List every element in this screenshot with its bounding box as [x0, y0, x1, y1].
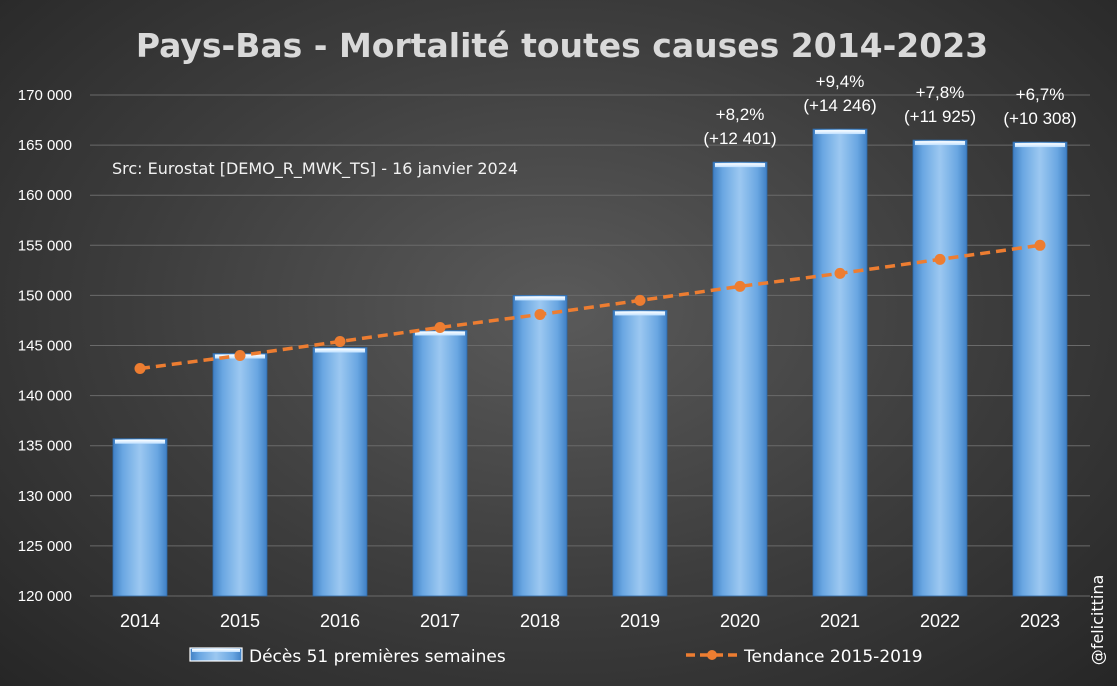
- data-label-pct: +9,4%: [816, 72, 865, 91]
- data-label-abs: (+10 308): [1003, 109, 1076, 128]
- bar: [412, 330, 468, 597]
- legend: Décès 51 premières semaines Tendance 201…: [189, 647, 923, 667]
- y-tick-label: 120 000: [18, 588, 72, 605]
- x-tick-label: 2015: [220, 611, 260, 631]
- bar: [312, 347, 368, 597]
- trend-point: [334, 335, 346, 347]
- bar-highlight: [1015, 143, 1065, 148]
- bar: [1012, 141, 1068, 597]
- y-tick-label: 170 000: [18, 87, 72, 104]
- y-tick-label: 145 000: [18, 338, 72, 355]
- data-label-abs: (+12 401): [703, 129, 776, 148]
- bar-highlight: [515, 296, 565, 301]
- y-tick-label: 155 000: [18, 237, 72, 254]
- trend-point: [634, 294, 646, 306]
- trend-point: [134, 363, 146, 375]
- bar-highlight: [915, 141, 965, 146]
- y-tick-label: 150 000: [18, 287, 72, 304]
- x-tick-label: 2023: [1020, 611, 1060, 631]
- bar: [712, 161, 768, 597]
- data-label-abs: (+11 925): [904, 107, 976, 126]
- y-axis: 120 000 125 000 130 000 135 000 140 000 145 0…: [18, 87, 72, 605]
- trend-point: [934, 253, 946, 265]
- bar: [612, 310, 668, 597]
- x-tick-label: 2020: [720, 611, 760, 631]
- bar-highlight: [715, 163, 765, 168]
- x-tick-label: 2019: [620, 611, 660, 631]
- x-tick-label: 2017: [420, 611, 460, 631]
- author-credit: @felicittina: [1088, 575, 1107, 666]
- bar: [212, 353, 268, 597]
- source-note: Src: Eurostat [DEMO_R_MWK_TS] - 16 janvi…: [112, 159, 518, 179]
- y-tick-label: 125 000: [18, 538, 72, 555]
- x-tick-label: 2021: [820, 611, 860, 631]
- legend-bar-label: Décès 51 premières semaines: [249, 647, 506, 667]
- y-tick-label: 160 000: [18, 187, 72, 204]
- x-axis: 2014 2015 2016 2017 2018 2019 2020 2021 2022 2023: [120, 611, 1060, 631]
- legend-bar-swatch-highlight: [192, 649, 240, 652]
- x-tick-label: 2018: [520, 611, 560, 631]
- x-tick-label: 2014: [120, 611, 160, 631]
- bar: [912, 139, 968, 597]
- data-label-pct: +7,8%: [916, 83, 965, 102]
- bar-highlight: [615, 311, 665, 316]
- y-tick-label: 135 000: [18, 438, 72, 455]
- y-tick-label: 165 000: [18, 137, 72, 154]
- trend-point: [1034, 239, 1046, 251]
- trend-point: [534, 308, 546, 320]
- bar: [112, 438, 168, 597]
- y-tick-label: 130 000: [18, 488, 72, 505]
- legend-trend-label: Tendance 2015-2019: [743, 647, 923, 667]
- data-label-abs: (+14 246): [803, 96, 876, 115]
- legend-trend-marker: [707, 650, 717, 660]
- chart-title: Pays-Bas - Mortalité toutes causes 2014-…: [136, 26, 988, 65]
- bar-highlight: [315, 348, 365, 353]
- trend-point: [834, 267, 846, 279]
- bar: [812, 128, 868, 597]
- trend-point: [434, 321, 446, 333]
- x-tick-label: 2022: [920, 611, 960, 631]
- x-tick-label: 2016: [320, 611, 360, 631]
- bar-highlight: [815, 130, 865, 135]
- data-label-pct: +8,2%: [716, 105, 765, 124]
- bar: [512, 294, 568, 597]
- bars: [112, 128, 1068, 597]
- trend-line-path: [139, 243, 1041, 371]
- data-label-pct: +6,7%: [1016, 85, 1065, 104]
- trend-line: [134, 239, 1046, 375]
- trend-point: [234, 350, 246, 362]
- trend-point: [734, 280, 746, 292]
- bar-highlight: [415, 331, 465, 336]
- bar-highlight: [115, 439, 165, 444]
- y-tick-label: 140 000: [18, 388, 72, 405]
- data-labels: +8,2% (+12 401) +9,4% (+14 246) +7,8% (+11 92…: [703, 72, 1076, 148]
